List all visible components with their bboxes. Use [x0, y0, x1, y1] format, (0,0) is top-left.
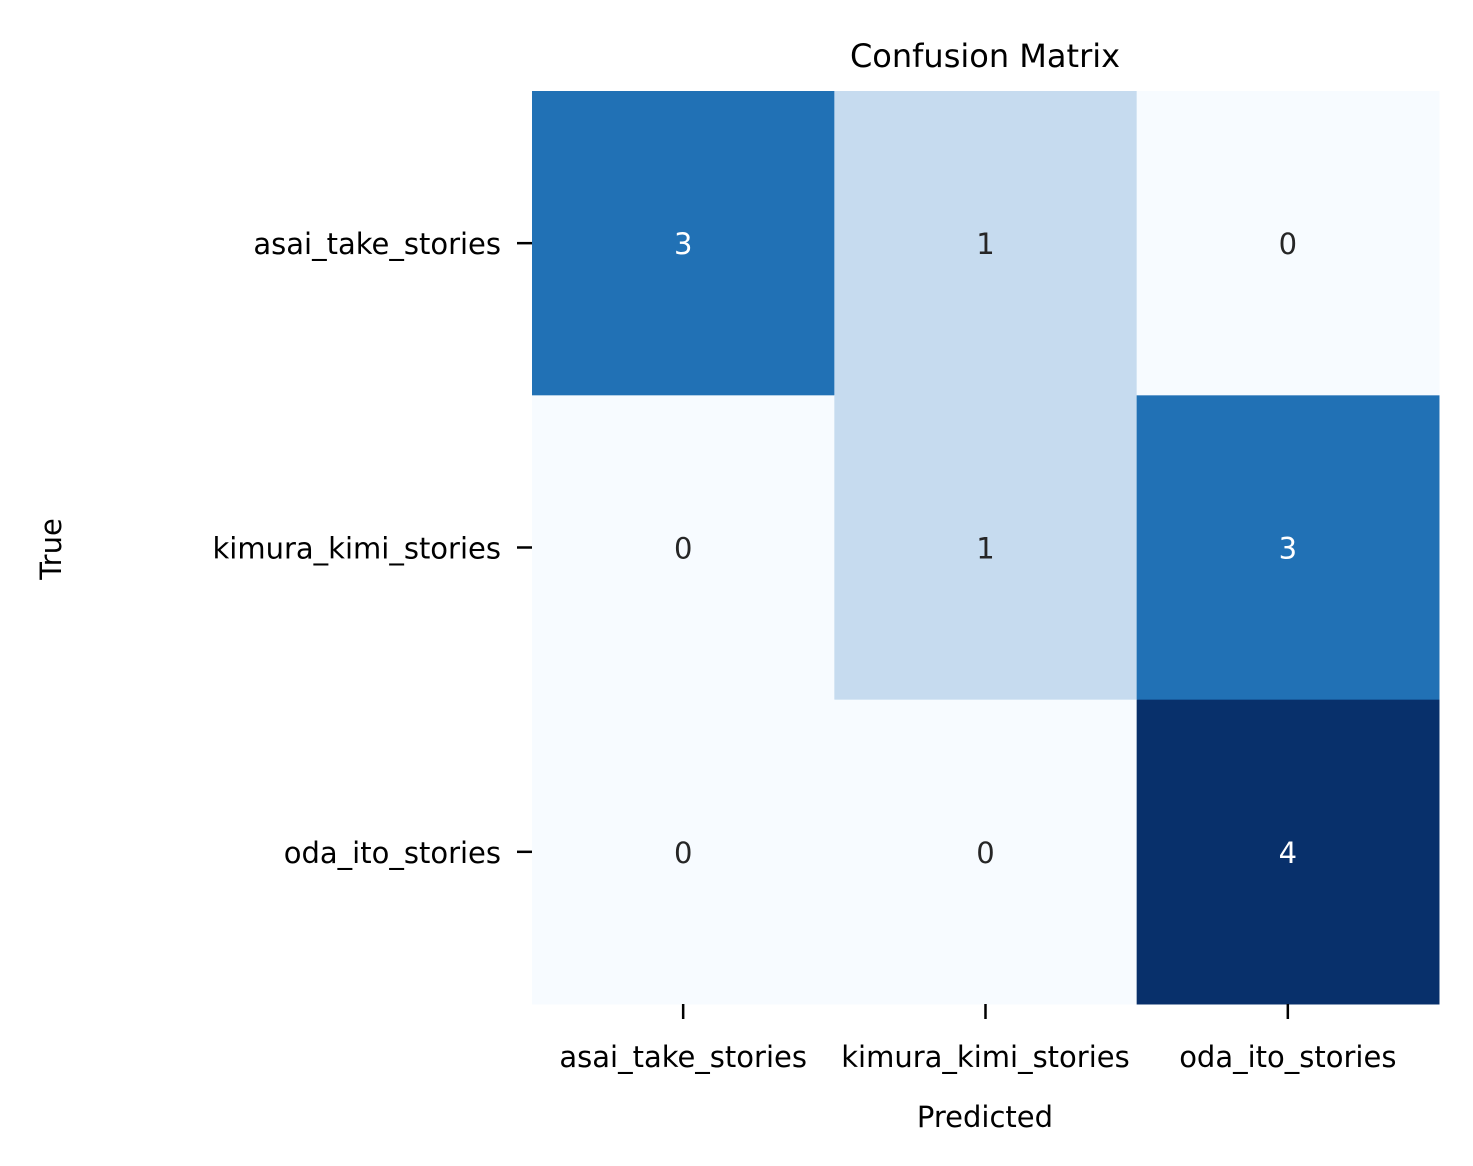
heatmap-value-label-r2-c2: 4 — [1279, 836, 1297, 870]
y-tick-label-0: asai_take_stories — [253, 227, 501, 261]
y-tick-label-1: kimura_kimi_stories — [213, 531, 502, 565]
heatmap-value-label-r1-c0: 0 — [674, 531, 692, 565]
x-axis-label: Predicted — [917, 1100, 1053, 1134]
heatmap-cell-r2-c1 — [834, 699, 1138, 1005]
heatmap-cell-r1-c1 — [834, 395, 1138, 701]
heatmap-value-label-r0-c0: 3 — [674, 227, 692, 261]
heatmap-value-label-r2-c0: 0 — [674, 836, 692, 870]
x-tick-label-2: oda_ito_stories — [1179, 1040, 1396, 1074]
heatmap-cell-r1-c0 — [532, 395, 835, 701]
heatmap-value-label-r0-c2: 0 — [1279, 227, 1297, 261]
y-axis-label: True — [34, 518, 68, 581]
y-tick-label-2: oda_ito_stories — [284, 836, 501, 870]
y-axis: asai_take_stories kimura_kimi_stories oda_… — [213, 227, 532, 870]
heatmap-cell-r2-c2 — [1136, 699, 1440, 1005]
heatmap-cell-r1-c2 — [1136, 395, 1440, 701]
heatmap-value-label-r0-c1: 1 — [976, 227, 994, 261]
heatmap-cells — [532, 91, 1440, 1005]
heatmap-value-label-r1-c1: 1 — [976, 531, 994, 565]
heatmap-cell-r0-c2 — [1136, 91, 1440, 396]
x-axis: asai_take_stories kimura_kimi_stories oda_… — [559, 1003, 1396, 1074]
heatmap-cell-r0-c0 — [532, 91, 835, 396]
heatmap-value-label-r1-c2: 3 — [1279, 531, 1297, 565]
heatmap-value-label-r2-c1: 0 — [976, 836, 994, 870]
chart-title: Confusion Matrix — [850, 37, 1120, 75]
heatmap-cell-r2-c0 — [532, 699, 835, 1005]
x-tick-label-0: asai_take_stories — [559, 1040, 807, 1074]
x-tick-label-1: kimura_kimi_stories — [841, 1040, 1130, 1074]
heatmap-cell-labels: 3 1 0 0 1 3 0 0 4 — [674, 227, 1297, 870]
heatmap-cell-r0-c1 — [834, 91, 1138, 396]
